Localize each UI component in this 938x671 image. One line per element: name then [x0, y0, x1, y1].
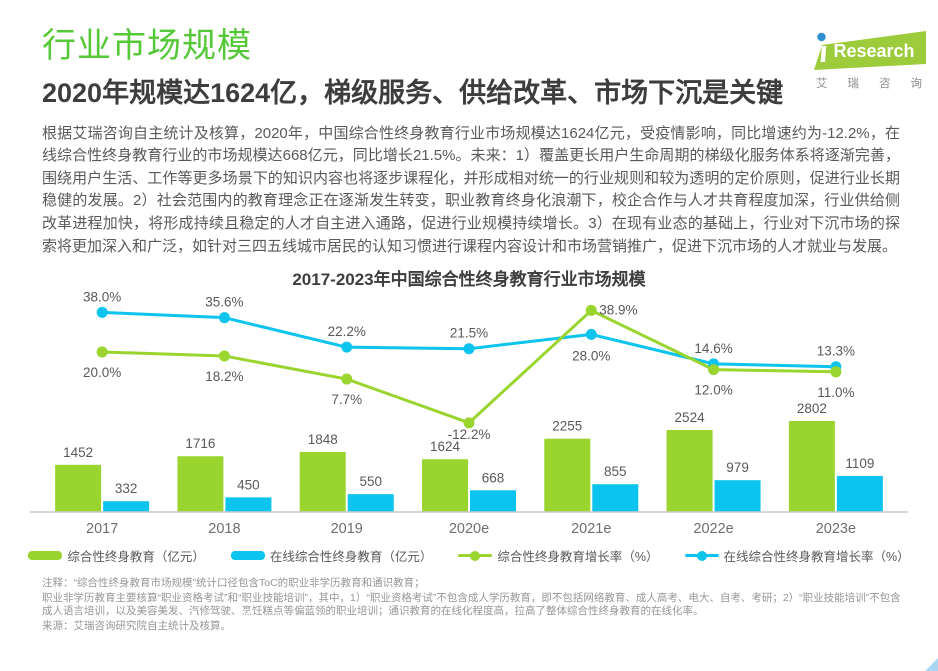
bar-value-label: 1452	[63, 445, 93, 460]
bar-online	[225, 497, 272, 513]
legend-label: 在线综合性终身教育（亿元）	[269, 550, 433, 565]
body-paragraph: 根据艾瑞咨询自主统计及核算，2020年，中国综合性终身教育行业市场规模达1624…	[42, 124, 900, 255]
bar-value-label: 979	[726, 460, 749, 475]
bar-value-label: 1848	[308, 432, 338, 447]
growth-rate-label: 22.2%	[328, 324, 366, 339]
growth-rate-label: 38.0%	[83, 290, 121, 304]
bar-value-label: 550	[359, 474, 382, 489]
line-point	[708, 364, 720, 376]
bar-online	[347, 494, 394, 513]
page-subtitle: 2020年规模达1624亿，梯级服务、供给改革、市场下沉是关键	[42, 77, 784, 108]
legend-bar-swatch	[28, 551, 63, 561]
bar-online	[103, 501, 150, 513]
chart-legend: 综合性终身教育（亿元） 在线综合性终身教育（亿元） 综合性终身教育增长率（%） 在线综…	[24, 546, 914, 565]
growth-rate-label: 14.6%	[694, 341, 732, 356]
legend-item: 在线综合性终身教育（亿元）	[230, 546, 433, 565]
legend-line-swatch	[684, 550, 719, 561]
bar-value-label: 2802	[797, 401, 827, 416]
growth-rate-label: 21.5%	[450, 326, 488, 341]
iresearch-logo-icon: Research	[814, 31, 926, 70]
line-point	[463, 417, 475, 429]
legend-label: 综合性终身教育（亿元）	[67, 550, 205, 565]
bar-total	[422, 459, 468, 513]
growth-rate-label: 20.0%	[83, 365, 121, 380]
bar-total	[299, 452, 346, 513]
line-point	[585, 329, 597, 341]
chart-area: 1452 1716 1848 1624 2255 2524 2802 332 450 550 668…	[24, 290, 914, 565]
line-point	[96, 346, 108, 358]
page-header: 行业市场规模 Research 艾 瑞 咨 询	[0, 0, 938, 90]
page-title: 行业市场规模	[42, 27, 252, 65]
growth-rate-label: 18.2%	[205, 369, 243, 384]
bar-total	[177, 456, 224, 513]
logo-caption-char: 瑞	[847, 78, 860, 90]
x-axis-label: 2022e	[693, 521, 733, 537]
bar-total	[55, 464, 102, 513]
x-axis-label: 2019	[331, 521, 363, 537]
legend-item: 综合性终身教育增长率（%）	[458, 546, 659, 565]
legend-bar-swatch	[230, 551, 265, 561]
bar-value-label: 450	[237, 477, 260, 492]
x-axis-label: 2020e	[449, 521, 489, 537]
legend-label: 在线综合性终身教育增长率（%）	[723, 550, 910, 565]
logo-caption: 艾 瑞 咨 询	[806, 72, 928, 91]
x-axis-label: 2023e	[816, 521, 856, 537]
bar-total	[666, 430, 713, 513]
growth-rate-label: 12.0%	[694, 383, 732, 398]
footnote-line: 职业非学历教育主要核算“职业资格考试”和“职业技能培训”，其中，1）“职业资格考…	[42, 591, 901, 618]
x-axis-label: 2017	[86, 521, 118, 537]
logo-brand-text: Research	[833, 41, 914, 61]
bar-total	[788, 421, 835, 513]
x-axis-label: 2021e	[571, 521, 611, 537]
corner-decoration	[925, 658, 938, 671]
growth-rate-label: 38.9%	[599, 303, 637, 318]
logo-caption-char: 询	[910, 78, 923, 90]
bar-value-label: 332	[115, 481, 138, 496]
bar-value-label: 1109	[845, 456, 874, 471]
line-point	[218, 350, 230, 362]
footnotes: 注释：“综合性终身教育市场规模”统计口径包含ToC的职业非学历教育和通识教育； …	[42, 577, 904, 633]
legend-label: 综合性终身教育增长率（%）	[497, 550, 659, 565]
growth-rate-label: 11.0%	[817, 385, 854, 400]
growth-rate-label: 28.0%	[572, 349, 610, 364]
chart-title: 2017-2023年中国综合性终身教育行业市场规模	[292, 270, 646, 290]
line-point	[341, 341, 353, 353]
line-point	[463, 343, 475, 355]
footnote-line: 注释：“综合性终身教育市场规模”统计口径包含ToC的职业非学历教育和通识教育；	[42, 577, 425, 590]
bar-value-label: 668	[482, 470, 505, 485]
bar-value-label: 2524	[675, 410, 706, 425]
growth-rate-label: 7.7%	[331, 392, 362, 407]
bar-value-label: 855	[604, 464, 627, 479]
growth-rate-label: -12.2%	[448, 427, 491, 442]
line-point	[585, 305, 597, 317]
logo-caption-char: 艾	[816, 78, 828, 90]
line-point	[96, 307, 108, 319]
line-point	[341, 373, 353, 385]
logo-i-dot	[817, 32, 826, 42]
bar-total	[544, 438, 591, 513]
line-point	[830, 366, 842, 378]
bar-value-label: 2255	[552, 419, 582, 434]
growth-rate-label: 35.6%	[205, 295, 243, 310]
iresearch-logo: Research 艾 瑞 咨 询	[806, 28, 928, 91]
logo-caption-char: 咨	[879, 78, 891, 90]
legend-line-swatch	[458, 550, 493, 561]
bar-online	[714, 480, 761, 513]
source-line: 来源：艾瑞咨询研究院自主统计及核算。	[42, 619, 231, 632]
x-axis-label: 2018	[208, 521, 240, 537]
legend-item: 在线综合性终身教育增长率（%）	[684, 546, 910, 565]
bar-online	[836, 476, 883, 513]
bar-value-label: 1716	[185, 436, 215, 451]
line-point	[218, 312, 230, 324]
market-chart-svg: 1452 1716 1848 1624 2255 2524 2802 332 450 550 668…	[30, 290, 908, 537]
legend-item: 综合性终身教育（亿元）	[28, 546, 205, 565]
bar-online	[470, 490, 516, 513]
growth-rate-label: 13.3%	[817, 344, 855, 359]
bar-online	[592, 484, 639, 513]
bar-value-label: 1624	[430, 439, 461, 454]
